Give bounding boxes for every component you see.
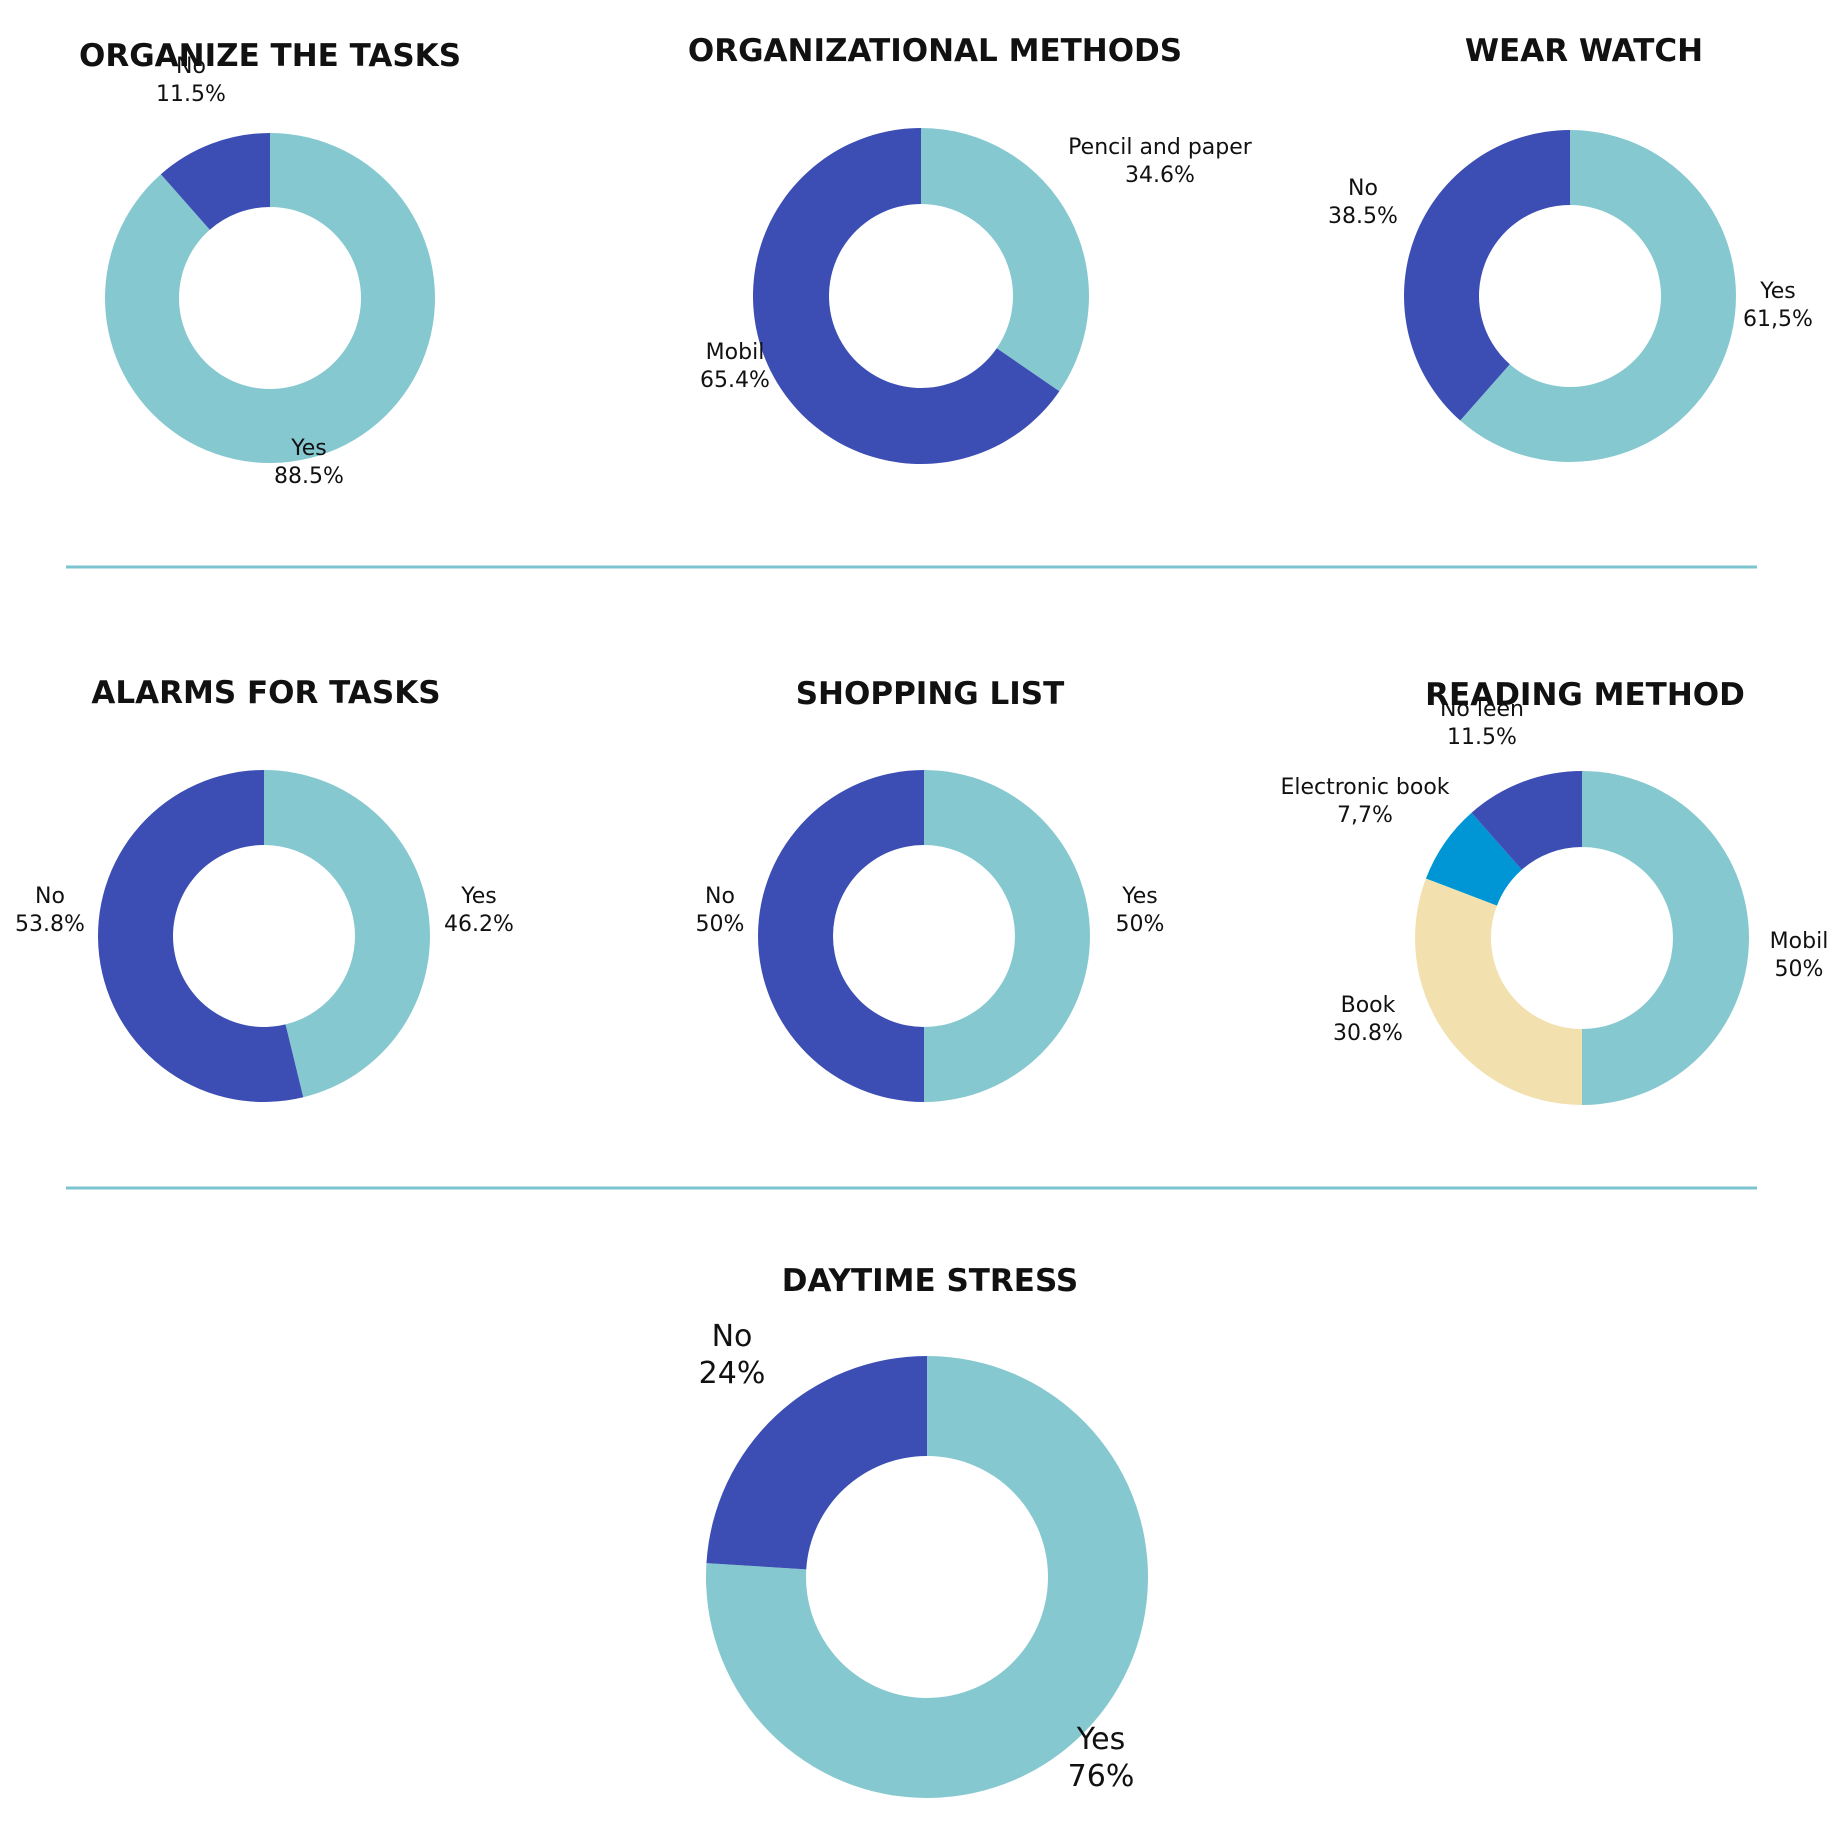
slice-name-label: Yes <box>1121 884 1158 909</box>
slice-value-label: 38.5% <box>1328 204 1398 229</box>
donut-slice-pencil-and-paper <box>921 128 1090 392</box>
slice-name-label: No leen <box>1440 697 1524 722</box>
donut-slice-book <box>1414 878 1582 1105</box>
slice-value-label: 76% <box>1068 1759 1135 1794</box>
slice-name-label: No <box>712 1319 753 1354</box>
donut-slice-mobil <box>1582 771 1749 1105</box>
slice-value-label: 88.5% <box>274 464 344 489</box>
slice-name-label: Mobil <box>706 340 765 365</box>
slice-value-label: 50% <box>1116 912 1165 937</box>
slice-name-label: Yes <box>290 436 327 461</box>
donut-slice-yes <box>264 770 430 1098</box>
donut-chart-shopping-list: SHOPPING LIST Yes 50% No 50% <box>696 676 1165 1102</box>
donut-slice-no <box>97 770 304 1103</box>
slice-name-label: Pencil and paper <box>1068 135 1253 160</box>
donut-slice-no <box>160 133 270 230</box>
slice-name-label: No <box>35 884 65 909</box>
slice-value-label: 11.5% <box>1447 725 1517 750</box>
chart-title: WEAR WATCH <box>1465 33 1703 69</box>
slice-name-label: No <box>705 884 735 909</box>
donut-slice-no <box>1404 130 1570 421</box>
slice-value-label: 34.6% <box>1125 163 1195 188</box>
slice-value-label: 24% <box>699 1356 766 1391</box>
slice-name-label: Mobil <box>1770 929 1829 954</box>
chart-title: DAYTIME STRESS <box>782 1263 1078 1299</box>
donut-slice-no <box>706 1356 927 1570</box>
donut-slice-yes <box>1460 130 1736 463</box>
chart-title: READING METHOD <box>1425 677 1745 713</box>
donut-slice-electronic-book <box>1425 812 1522 906</box>
charts-group: ORGANIZE THE TASKSYes88.5%No11.5%ORGANIZ… <box>15 33 1828 1798</box>
slice-value-label: 7,7% <box>1337 803 1393 828</box>
slice-value-label: 30.8% <box>1333 1021 1403 1046</box>
donut-chart-alarms-for-tasks: ALARMS FOR TASKS Yes 46.2% No 53.8% <box>15 675 514 1103</box>
slice-name-label: No <box>176 54 206 79</box>
donut-chart-organizational-methods: ORGANIZATIONAL METHODS Pencil and paper 34… <box>688 33 1253 464</box>
slice-value-label: 61,5% <box>1743 307 1813 332</box>
donut-slice-no <box>758 770 924 1102</box>
donut-slice-no-leen <box>1471 771 1582 870</box>
donut-slice-yes <box>104 133 436 463</box>
donut-slice-mobil <box>753 128 1060 464</box>
donut-chart-reading-method: READING METHOD Mobil 50% Book 30.8% Electroni… <box>1280 677 1828 1105</box>
donut-slice-yes <box>706 1356 1149 1798</box>
donut-chart-organize-the-tasks: ORGANIZE THE TASKS Yes 88.5% No 11.5% <box>79 38 461 489</box>
chart-title: ORGANIZATIONAL METHODS <box>688 33 1182 69</box>
slice-value-label: 46.2% <box>444 912 514 937</box>
slice-name-label: Yes <box>1076 1722 1125 1757</box>
slice-value-label: 50% <box>696 912 745 937</box>
slice-name-label: Electronic book <box>1280 775 1449 800</box>
slice-name-label: Book <box>1341 993 1396 1018</box>
slice-value-label: 50% <box>1775 957 1824 982</box>
donut-chart-wear-watch: WEAR WATCH Yes 61,5% No 38.5% <box>1328 33 1813 463</box>
slice-name-label: Yes <box>460 884 497 909</box>
slice-value-label: 11.5% <box>156 82 226 107</box>
slice-name-label: No <box>1348 176 1378 201</box>
chart-title: SHOPPING LIST <box>796 676 1065 712</box>
slice-value-label: 53.8% <box>15 912 85 937</box>
slice-value-label: 65.4% <box>700 368 770 393</box>
chart-title: ORGANIZE THE TASKS <box>79 38 461 74</box>
donut-slice-yes <box>924 770 1090 1102</box>
chart-title: ALARMS FOR TASKS <box>91 675 440 711</box>
slice-name-label: Yes <box>1759 279 1796 304</box>
